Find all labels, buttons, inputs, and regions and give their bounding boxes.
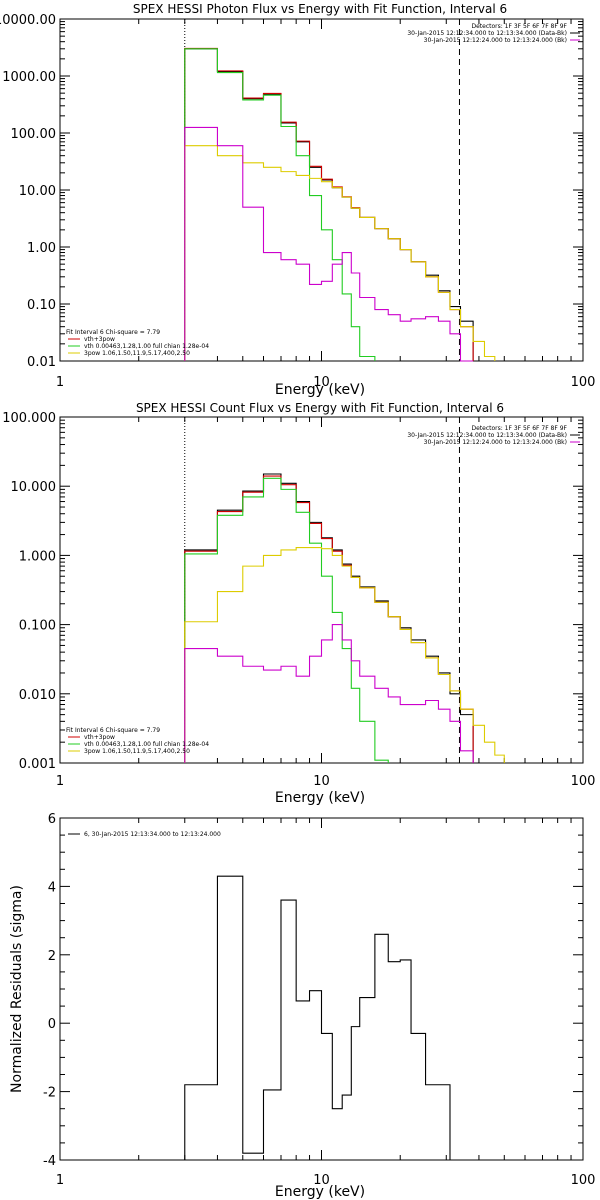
residuals-ylabel: Normalized Residuals (sigma) [9, 885, 25, 1093]
photon-flux-plot-frame [59, 18, 584, 362]
y-tick-label: 2 [48, 949, 56, 964]
y-tick-label: 1.00 [27, 241, 56, 256]
y-tick-label: -4 [43, 1154, 56, 1169]
legend-fit-entry: vth+3pow [84, 336, 115, 343]
legend-fit-entry: 3pow 1.06,1.50,11.9,5.17,400,2.50 [84, 748, 190, 755]
photon-flux-panel: SPEX HESSI Photon Flux vs Energy with Fi… [0, 2, 595, 398]
legend-top-entry: 30-Jan-2015 12:12:34.000 to 12:13:34.000… [407, 432, 567, 439]
photon-flux-marks: 1 10 100 0.01 0.10 1.00 10.00 100.00 1000.00 1000… [0, 13, 595, 390]
y-tick-label: 100.000 [2, 411, 56, 426]
x-tick-label: 1 [56, 774, 64, 789]
residuals-xlabel: Energy (keV) [275, 1184, 365, 1200]
legend-top-entry: 30-Jan-2015 12:12:24.000 to 12:13:24.000… [424, 37, 567, 44]
count-flux-marks: 1 10 100 0.001 0.010 0.100 1.000 10.000 100.000 D… [2, 411, 595, 789]
photon-flux-xlabel: Energy (keV) [275, 382, 365, 398]
series-line-vth-3pow [184, 475, 474, 763]
count-flux-title: SPEX HESSI Count Flux vs Energy with Fit… [136, 401, 504, 415]
legend-fit-entry: Fit Interval 6 Chi-square = 7.79 [66, 329, 160, 336]
residuals-plot-frame [59, 817, 584, 1161]
y-tick-label: 100.00 [11, 127, 57, 142]
legend-fit-entry: vth 0.00463,1.28,1.00 full chian 1.28e-0… [84, 741, 209, 748]
x-tick-label: 100 [571, 774, 596, 789]
y-tick-label: -2 [43, 1086, 56, 1101]
legend-fit-entry: Fit Interval 6 Chi-square = 7.79 [66, 727, 160, 734]
series-line-6-30-jan-2015-12-13-34-000-to-12-13-24-000 [184, 875, 461, 1161]
series-line-3pow [184, 145, 496, 361]
series-line-3pow [184, 546, 505, 763]
legend-residual-entry: 6, 30-Jan-2015 12:13:34.000 to 12:13:24.… [84, 831, 221, 838]
y-tick-label: 1.000 [19, 549, 56, 564]
series-line-data-bk [184, 48, 474, 361]
series-line-vth-3pow [184, 47, 474, 361]
count-flux-xlabel: Energy (keV) [275, 790, 365, 806]
legend-top-entry: 30-Jan-2015 12:12:24.000 to 12:13:24.000… [424, 439, 567, 446]
residuals-panel: 1 10 100 -4 -2 0 2 4 6 6, 30-Jan-2015 12:13:34.00… [9, 812, 595, 1200]
series-line-bk [184, 624, 474, 763]
y-tick-label: 0.001 [19, 757, 56, 772]
legend-top-entry: 30-Jan-2015 12:12:34.000 to 12:13:34.000… [407, 30, 567, 37]
y-tick-label: 0.100 [19, 619, 56, 634]
legend-fit-entry: 3pow 1.06,1.50,11.9,5.17,400,2.50 [84, 350, 190, 357]
count-flux-plot-frame [59, 416, 584, 764]
x-tick-label: 10 [313, 375, 330, 390]
y-tick-label: 0.010 [19, 688, 56, 703]
series-line-vth [184, 477, 389, 763]
y-tick-label: 0 [48, 1017, 56, 1032]
y-tick-label: 1000.00 [2, 70, 56, 85]
series-line-data-bk [184, 473, 474, 763]
legend-top-entry: Detectors: 1F 3F 5F 6F 7F 8F 9F [471, 23, 567, 30]
x-tick-label: 1 [56, 1173, 64, 1188]
y-tick-label: 10.00 [19, 184, 56, 199]
x-tick-label: 100 [571, 375, 596, 390]
legend-fit-entry: vth 0.00463,1.28,1.00 full chian 1.28e-0… [84, 343, 209, 350]
legend-top-entry: Detectors: 1F 3F 5F 6F 7F 8F 9F [471, 425, 567, 432]
series-line-bk [184, 126, 474, 362]
x-tick-label: 1 [56, 375, 64, 390]
y-tick-label: 10.000 [11, 480, 57, 495]
y-tick-label: 4 [48, 880, 56, 895]
series-line-vth [184, 48, 376, 361]
y-tick-label: 0.10 [27, 298, 56, 313]
count-flux-panel: SPEX HESSI Count Flux vs Energy with Fit… [2, 401, 595, 806]
y-tick-label: 0.01 [27, 355, 56, 370]
x-tick-label: 10 [313, 1173, 330, 1188]
y-tick-label: 6 [48, 812, 56, 827]
y-tick-label: 10000.00 [0, 13, 56, 28]
x-tick-label: 10 [313, 774, 330, 789]
legend-fit-entry: vth+3pow [84, 734, 115, 741]
residuals-marks: 1 10 100 -4 -2 0 2 4 6 6, 30-Jan-2015 12:13:34.00… [43, 812, 595, 1188]
photon-flux-title: SPEX HESSI Photon Flux vs Energy with Fi… [133, 2, 507, 16]
x-tick-label: 100 [571, 1173, 596, 1188]
